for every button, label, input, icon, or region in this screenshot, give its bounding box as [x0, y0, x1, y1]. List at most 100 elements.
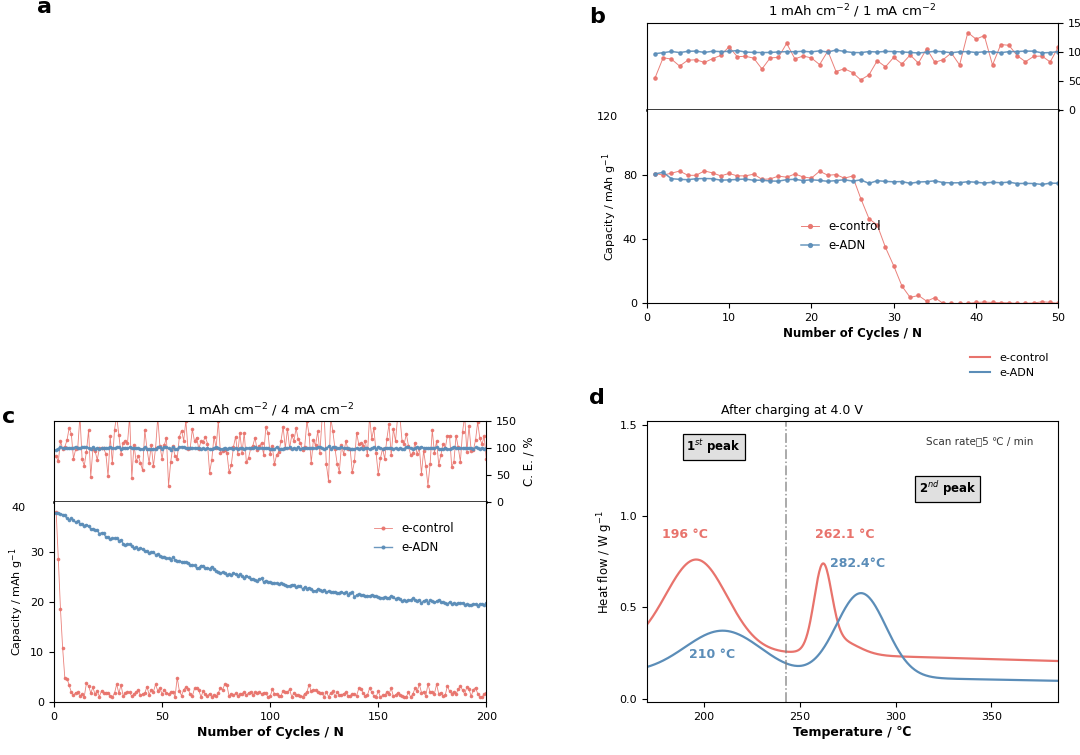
- Title: 1 mAh cm$^{-2}$ / 4 mA cm$^{-2}$: 1 mAh cm$^{-2}$ / 4 mA cm$^{-2}$: [186, 401, 354, 418]
- e-ADN: [480, 599, 492, 608]
- e-control: [747, 170, 760, 179]
- e-control: [681, 171, 694, 180]
- e-ADN: [929, 177, 942, 186]
- e-ADN: [458, 600, 471, 609]
- e-control: [458, 690, 471, 699]
- Legend: e-control, e-ADN: e-control, e-ADN: [966, 348, 1053, 383]
- e-control: [912, 291, 924, 300]
- e-control: [838, 174, 851, 183]
- Y-axis label: Capacity / mAh g$^{-1}$: Capacity / mAh g$^{-1}$: [600, 153, 619, 261]
- Text: c: c: [2, 407, 15, 427]
- e-ADN: [954, 178, 967, 187]
- Title: 1 mAh cm$^{-2}$ / 1 mA cm$^{-2}$: 1 mAh cm$^{-2}$ / 1 mA cm$^{-2}$: [768, 2, 936, 20]
- e-ADN: [739, 174, 752, 183]
- e-control: [977, 297, 990, 307]
- Text: 2$^{nd}$ peak: 2$^{nd}$ peak: [919, 479, 976, 498]
- e-ADN: [1011, 179, 1024, 188]
- e-ADN: [838, 175, 851, 184]
- e-control: [756, 175, 769, 184]
- e-ADN: [805, 175, 818, 184]
- e-control: [846, 171, 859, 180]
- e-control: [76, 689, 89, 698]
- e-control: [50, 507, 63, 516]
- e-control: [805, 174, 818, 183]
- e-ADN: [471, 601, 484, 610]
- e-control: [473, 692, 486, 701]
- Legend: e-control, e-ADN: e-control, e-ADN: [797, 215, 886, 257]
- e-control: [130, 687, 143, 696]
- e-control: [945, 299, 958, 308]
- e-control: [954, 299, 967, 308]
- e-ADN: [690, 174, 703, 183]
- e-control: [739, 171, 752, 180]
- e-ADN: [961, 177, 974, 186]
- e-control: [1043, 297, 1056, 307]
- e-control: [67, 691, 80, 700]
- e-ADN: [888, 177, 901, 186]
- e-ADN: [1052, 179, 1065, 188]
- e-ADN: [67, 516, 80, 525]
- Text: a: a: [37, 0, 52, 17]
- e-control: [1011, 299, 1024, 308]
- e-control: [1002, 298, 1015, 307]
- e-control: [706, 168, 719, 177]
- e-ADN: [945, 178, 958, 187]
- e-ADN: [863, 179, 876, 188]
- e-ADN: [912, 177, 924, 186]
- e-control: [863, 214, 876, 223]
- X-axis label: Temperature / ℃: Temperature / ℃: [794, 726, 912, 739]
- e-ADN: [164, 555, 177, 564]
- e-ADN: [1043, 179, 1056, 188]
- e-ADN: [879, 177, 892, 186]
- e-control: [904, 293, 917, 302]
- e-control: [870, 220, 883, 230]
- Text: 196 °C: 196 °C: [662, 528, 707, 541]
- Text: 120: 120: [597, 112, 618, 122]
- e-control: [854, 194, 867, 203]
- Text: 1$^{st}$ peak: 1$^{st}$ peak: [687, 438, 741, 456]
- e-ADN: [986, 177, 999, 186]
- e-ADN: [1002, 177, 1015, 186]
- e-ADN: [870, 176, 883, 185]
- Text: Scan rate：5 ℃ / min: Scan rate：5 ℃ / min: [927, 436, 1034, 446]
- Text: b: b: [589, 7, 605, 27]
- e-ADN: [895, 177, 908, 186]
- e-control: [780, 173, 793, 182]
- e-control: [961, 299, 974, 308]
- Text: 262.1 °C: 262.1 °C: [815, 528, 875, 541]
- e-ADN: [1027, 179, 1040, 188]
- e-control: [164, 688, 177, 697]
- e-control: [1052, 299, 1065, 308]
- e-control: [657, 171, 670, 180]
- Text: d: d: [589, 387, 605, 408]
- e-ADN: [698, 174, 711, 183]
- e-control: [723, 169, 735, 178]
- e-ADN: [772, 177, 785, 186]
- Text: 282.4°C: 282.4°C: [829, 557, 885, 570]
- e-ADN: [443, 598, 456, 607]
- Line: e-control: e-control: [55, 510, 487, 698]
- e-control: [1027, 298, 1040, 307]
- e-ADN: [854, 175, 867, 184]
- Legend: e-control, e-ADN: e-control, e-ADN: [369, 517, 459, 559]
- e-control: [879, 243, 892, 252]
- e-ADN: [797, 176, 810, 185]
- e-ADN: [714, 176, 727, 185]
- e-ADN: [995, 178, 1008, 187]
- Text: After charging at 4.0 V: After charging at 4.0 V: [720, 405, 863, 418]
- e-ADN: [50, 508, 63, 517]
- e-ADN: [936, 178, 949, 187]
- e-ADN: [904, 179, 917, 188]
- e-control: [813, 167, 826, 176]
- e-control: [970, 298, 983, 307]
- e-control: [888, 261, 901, 270]
- e-control: [665, 168, 678, 177]
- e-control: [995, 298, 1008, 307]
- e-ADN: [1036, 180, 1049, 189]
- e-control: [731, 171, 744, 180]
- e-ADN: [657, 168, 670, 177]
- e-control: [673, 167, 686, 176]
- e-control: [788, 169, 801, 178]
- e-control: [829, 170, 842, 179]
- e-control: [822, 171, 835, 180]
